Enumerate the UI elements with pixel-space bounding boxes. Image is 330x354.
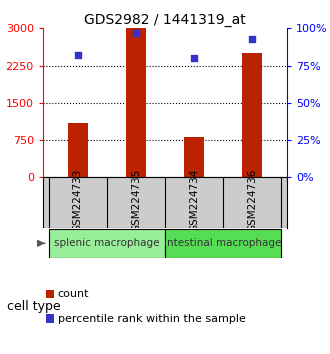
Point — [191, 55, 197, 61]
Bar — [184, 137, 204, 177]
Point — [133, 30, 139, 36]
Bar — [165, 229, 281, 258]
Text: cell type: cell type — [7, 300, 60, 313]
Bar — [242, 53, 262, 177]
Bar — [126, 28, 146, 177]
Title: GDS2982 / 1441319_at: GDS2982 / 1441319_at — [84, 13, 246, 27]
Text: GSM224735: GSM224735 — [131, 169, 141, 232]
Text: GSM224736: GSM224736 — [247, 169, 257, 232]
Text: intestinal macrophage: intestinal macrophage — [164, 238, 282, 248]
Text: splenic macrophage: splenic macrophage — [54, 238, 160, 248]
Text: percentile rank within the sample: percentile rank within the sample — [58, 314, 246, 324]
Bar — [49, 229, 165, 258]
Point — [249, 36, 255, 41]
Text: count: count — [58, 289, 89, 299]
Text: GSM224734: GSM224734 — [189, 169, 199, 232]
Text: GSM224733: GSM224733 — [73, 169, 83, 232]
Point — [75, 52, 81, 58]
Bar — [68, 122, 88, 177]
